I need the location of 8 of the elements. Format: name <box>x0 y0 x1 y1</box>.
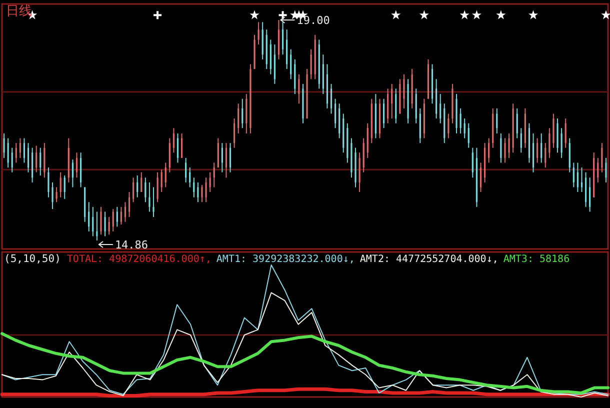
annotation: 19.00 <box>296 14 330 27</box>
annotation: 14.86 <box>114 238 148 252</box>
chart-title: (5,10,50) <box>4 253 61 265</box>
text: AMT2: 44772552704.000↓, <box>360 254 498 265</box>
series-label: AMT1: 39292383232.000↓, <box>216 254 355 265</box>
text: AMT3: 58186 <box>503 254 570 265</box>
chart-title: 日线 <box>6 4 32 19</box>
text: TOTAL: 49872060416.000↑, <box>66 254 212 265</box>
